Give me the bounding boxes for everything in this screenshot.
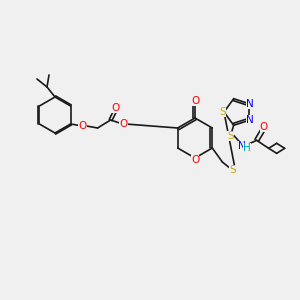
Text: O: O: [119, 119, 128, 129]
Text: N: N: [238, 141, 245, 151]
Text: O: O: [112, 103, 120, 113]
Text: S: S: [220, 107, 226, 117]
Text: O: O: [191, 155, 199, 165]
Text: O: O: [260, 122, 268, 132]
Text: N: N: [247, 99, 254, 109]
Text: H: H: [243, 143, 250, 153]
Text: O: O: [191, 96, 199, 106]
Text: S: S: [229, 165, 236, 175]
Text: S: S: [227, 131, 234, 141]
Text: N: N: [247, 115, 254, 125]
Text: O: O: [79, 121, 87, 131]
